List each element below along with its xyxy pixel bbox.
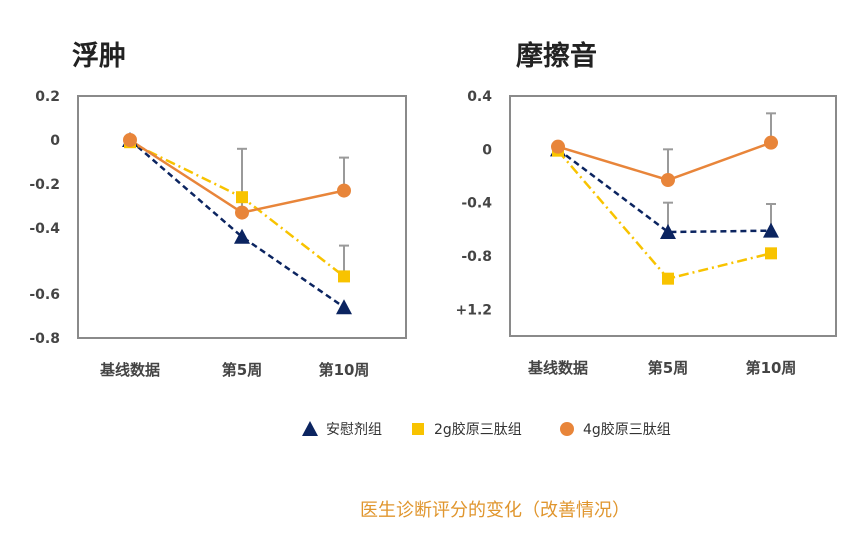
y-tick-label: -0.8 (461, 249, 492, 265)
series-line-2g (557, 149, 772, 281)
legend-item-4g: 4g胶原三肽组 (560, 421, 671, 438)
y-tick-label: -0.4 (461, 196, 492, 212)
data-point-4g (551, 139, 565, 154)
chart-title: 浮肿 (72, 41, 126, 72)
data-point-2g (338, 270, 350, 283)
data-point-4g (661, 173, 675, 187)
data-point-4g (337, 183, 351, 198)
legend-label: 安慰剂组 (326, 421, 382, 438)
x-category-label: 第10周 (746, 359, 797, 377)
y-tick-label: -0.6 (29, 287, 60, 303)
data-point-placebo (763, 222, 779, 238)
chart-panel-1: 浮肿 0.2 0 -0.2 -0.4 -0.6 -0.8 基线数据 第5周 第10周 (29, 41, 407, 379)
chart-panel-2: 摩擦音 0.4 0 -0.4 -0.8 +1.2 基线数据 第5周 第10周 (455, 40, 837, 377)
x-category-label: 第5周 (648, 359, 688, 377)
y-tick-label: 0.2 (35, 89, 60, 105)
y-tick-label: +1.2 (455, 302, 492, 318)
legend-item-2g: 2g胶原三肽组 (412, 421, 522, 438)
data-point-2g (662, 272, 674, 285)
legend-marker (412, 423, 424, 435)
data-point-4g (764, 135, 778, 150)
y-tick-label: -0.8 (29, 331, 60, 347)
data-point-placebo (660, 224, 676, 239)
figure-caption: 医生诊断评分的变化（改善情况） (360, 500, 630, 521)
y-tick-label: -0.4 (29, 221, 60, 237)
plot-area-frame (509, 95, 837, 337)
data-point-2g (236, 191, 248, 204)
legend-item-placebo: 安慰剂组 (302, 421, 382, 438)
data-point-placebo (234, 228, 250, 244)
x-category-label: 第5周 (222, 361, 262, 379)
series-line-placebo (557, 148, 772, 234)
y-tick-label: 0 (50, 133, 60, 149)
x-category-label: 第10周 (319, 361, 370, 379)
data-point-placebo (336, 299, 352, 315)
y-tick-label: 0 (482, 142, 492, 158)
data-point-4g (123, 133, 137, 147)
x-category-label: 基线数据 (527, 359, 588, 377)
legend-label: 2g胶原三肽组 (434, 421, 522, 438)
legend-label: 4g胶原三肽组 (583, 421, 671, 438)
x-category-label: 基线数据 (99, 361, 160, 379)
legend-marker (302, 421, 318, 436)
legend: 安慰剂组 2g胶原三肽组 4g胶原三肽组 (302, 421, 671, 438)
data-point-4g (235, 205, 249, 220)
chart-title: 摩擦音 (516, 40, 597, 72)
plot-area-frame (77, 95, 407, 339)
series-line-placebo (129, 139, 345, 309)
data-point-2g (765, 247, 777, 260)
y-tick-label: -0.2 (29, 177, 60, 193)
legend-marker (560, 422, 574, 436)
y-tick-label: 0.4 (467, 89, 492, 105)
